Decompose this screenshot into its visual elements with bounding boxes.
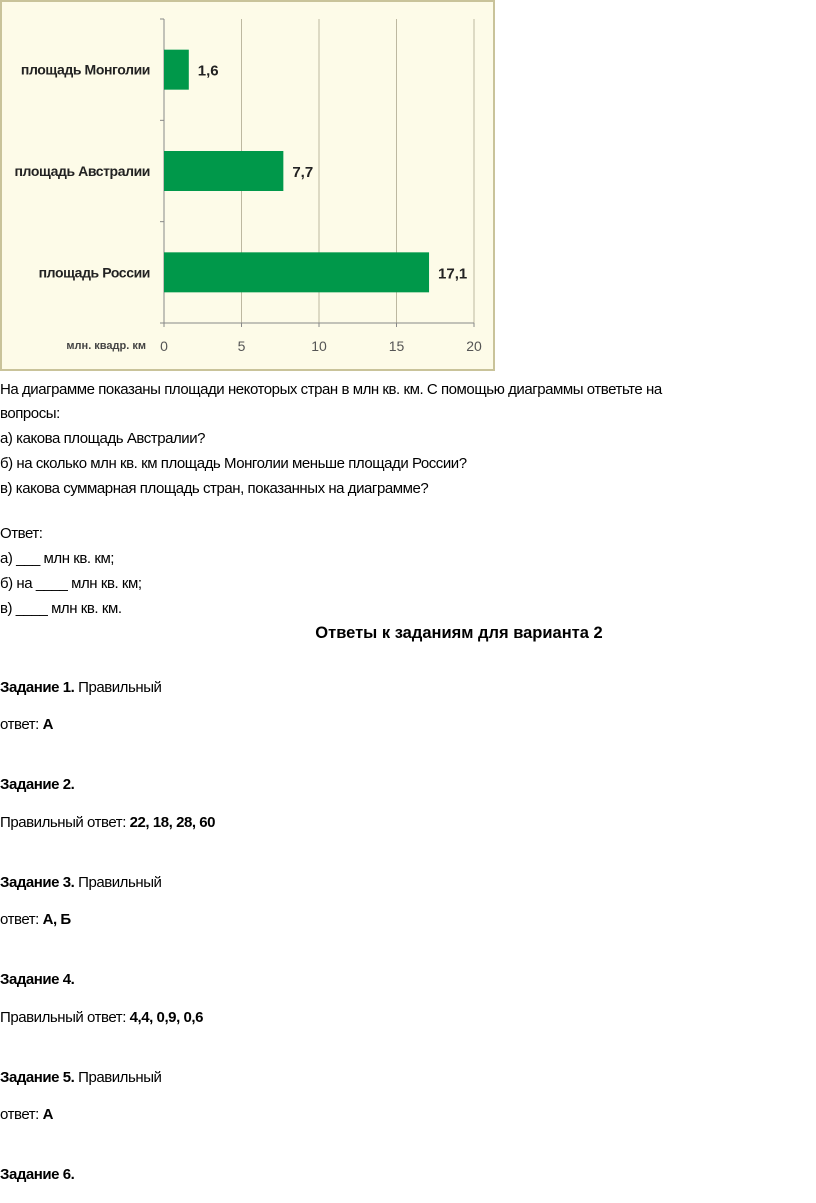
- task-3-answer: ответ: А, Б: [0, 911, 71, 928]
- question-a: а) какова площадь Австралии?: [0, 430, 206, 447]
- task-5-heading: Задание 5. Правильный: [0, 1069, 162, 1086]
- task-2-heading: Задание 2.: [0, 776, 75, 793]
- task-4-heading: Задание 4.: [0, 971, 75, 988]
- category-label: площадь Австралии: [14, 163, 150, 179]
- answers-title: Ответы к заданиям для варианта 2: [315, 624, 603, 642]
- task-4-answer: Правильный ответ: 4,4, 0,9, 0,6: [0, 1009, 204, 1026]
- x-tick-label: 0: [160, 338, 168, 354]
- question-intro: На диаграмме показаны площади некоторых …: [0, 381, 662, 398]
- answer-c: в) ____ млн кв. км.: [0, 600, 122, 617]
- question-c: в) какова суммарная площадь стран, показ…: [0, 480, 429, 497]
- answer-a: а) ___ млн кв. км;: [0, 550, 115, 567]
- task-1-heading: Задание 1. Правильный: [0, 679, 162, 696]
- x-axis-label: млн. квадр. км: [66, 340, 146, 352]
- data-label: 1,6: [198, 63, 219, 80]
- area-bar-chart: 0 5 10 15 20 площадь Монголии 1,6 площадь Австр…: [0, 0, 495, 371]
- x-tick-label: 10: [311, 338, 327, 354]
- task-6-heading: Задание 6.: [0, 1166, 75, 1183]
- answer-b: б) на ____ млн кв. км;: [0, 575, 142, 592]
- data-label: 17,1: [438, 265, 467, 282]
- bar: [164, 252, 430, 293]
- x-tick-label: 15: [389, 338, 405, 354]
- question-intro-cont: вопросы:: [0, 405, 60, 422]
- answer-label: Ответ:: [0, 525, 43, 542]
- data-label: 7,7: [292, 164, 313, 181]
- task-3-heading: Задание 3. Правильный: [0, 874, 162, 891]
- x-tick-label: 20: [466, 338, 482, 354]
- x-tick-label: 5: [238, 338, 246, 354]
- category-label: площадь Монголии: [21, 62, 150, 78]
- bar: [164, 151, 284, 191]
- question-b: б) на сколько млн кв. км площадь Монголи…: [0, 455, 467, 472]
- task-1-answer: ответ: А: [0, 716, 53, 733]
- category-label: площадь России: [39, 264, 150, 280]
- task-2-answer: Правильный ответ: 22, 18, 28, 60: [0, 814, 216, 831]
- task-5-answer: ответ: А: [0, 1106, 53, 1123]
- bar: [164, 49, 189, 90]
